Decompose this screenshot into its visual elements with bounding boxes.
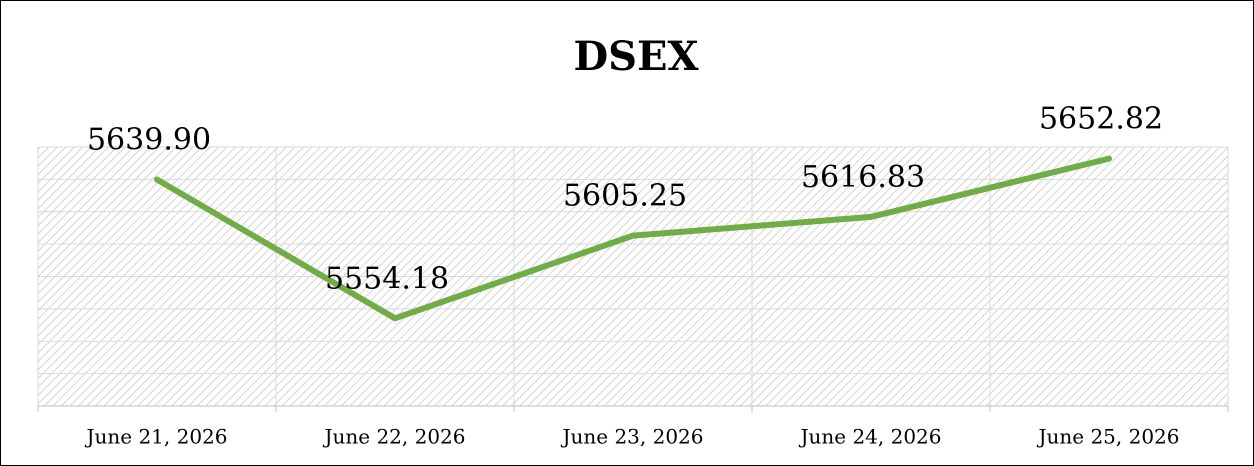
data-label: 5554.18 xyxy=(325,261,449,296)
data-label: 5616.83 xyxy=(801,160,925,195)
data-label: 5639.90 xyxy=(87,123,211,158)
series-line xyxy=(154,155,1112,322)
x-tick-label: June 23, 2026 xyxy=(560,425,703,449)
x-tick-label: June 22, 2026 xyxy=(322,425,465,449)
x-tick-label: June 21, 2026 xyxy=(84,425,227,449)
data-label: 5605.25 xyxy=(563,179,687,214)
plot: June 21, 2026 June 22, 2026 June 23, 2026 J… xyxy=(37,102,1229,449)
x-tick-label: June 25, 2026 xyxy=(1036,425,1179,449)
chart-title: DSEX xyxy=(573,33,698,80)
x-tick-label: June 24, 2026 xyxy=(798,425,941,449)
data-label: 5652.82 xyxy=(1039,102,1163,137)
